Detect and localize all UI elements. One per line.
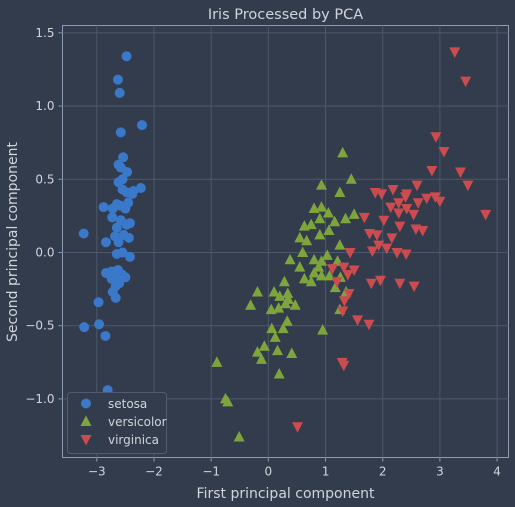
legend: setosa versicolor virginica <box>68 393 167 454</box>
x-tick-label: 4 <box>493 465 501 479</box>
setosa-point <box>112 249 122 259</box>
setosa-point <box>100 331 110 341</box>
setosa-point <box>128 186 138 196</box>
setosa-point <box>79 228 89 238</box>
setosa-point <box>125 252 135 262</box>
setosa-point <box>116 127 126 137</box>
y-tick-label: 0.5 <box>35 172 54 186</box>
setosa-point <box>124 233 134 243</box>
setosa-point <box>122 51 132 61</box>
setosa-point <box>107 212 117 222</box>
setosa-point <box>123 198 133 208</box>
y-tick-label: −1.0 <box>25 392 54 406</box>
x-tick-label: −1 <box>202 465 220 479</box>
y-tick-label: 1.5 <box>35 26 54 40</box>
chart-title: Iris Processed by PCA <box>208 7 363 23</box>
setosa-point <box>94 319 104 329</box>
x-tick-label: −3 <box>88 465 106 479</box>
setosa-point <box>101 237 111 247</box>
y-tick-label: 0.0 <box>35 245 54 259</box>
legend-label-virginica: virginica <box>108 433 159 447</box>
setosa-point <box>115 88 125 98</box>
x-tick-label: −2 <box>145 465 163 479</box>
setosa-point <box>137 120 147 130</box>
x-tick-label: 3 <box>436 465 444 479</box>
setosa-point <box>112 223 122 233</box>
x-tick-label: 1 <box>322 465 330 479</box>
x-tick-label: 0 <box>265 465 273 479</box>
legend-marker-setosa <box>81 399 91 409</box>
legend-label-setosa: setosa <box>108 397 147 411</box>
setosa-point <box>114 237 124 247</box>
setosa-point <box>113 75 123 85</box>
x-axis-title: First principal component <box>197 486 375 502</box>
y-tick-label: 1.0 <box>35 99 54 113</box>
setosa-point <box>79 322 89 332</box>
setosa-point <box>125 218 135 228</box>
setosa-point <box>99 202 109 212</box>
y-tick-label: −0.5 <box>25 319 54 333</box>
setosa-point <box>94 297 104 307</box>
legend-label-versicolor: versicolor <box>108 415 167 429</box>
x-tick-label: 2 <box>379 465 387 479</box>
setosa-point <box>111 293 121 303</box>
y-axis-title: Second principal component <box>5 142 21 342</box>
